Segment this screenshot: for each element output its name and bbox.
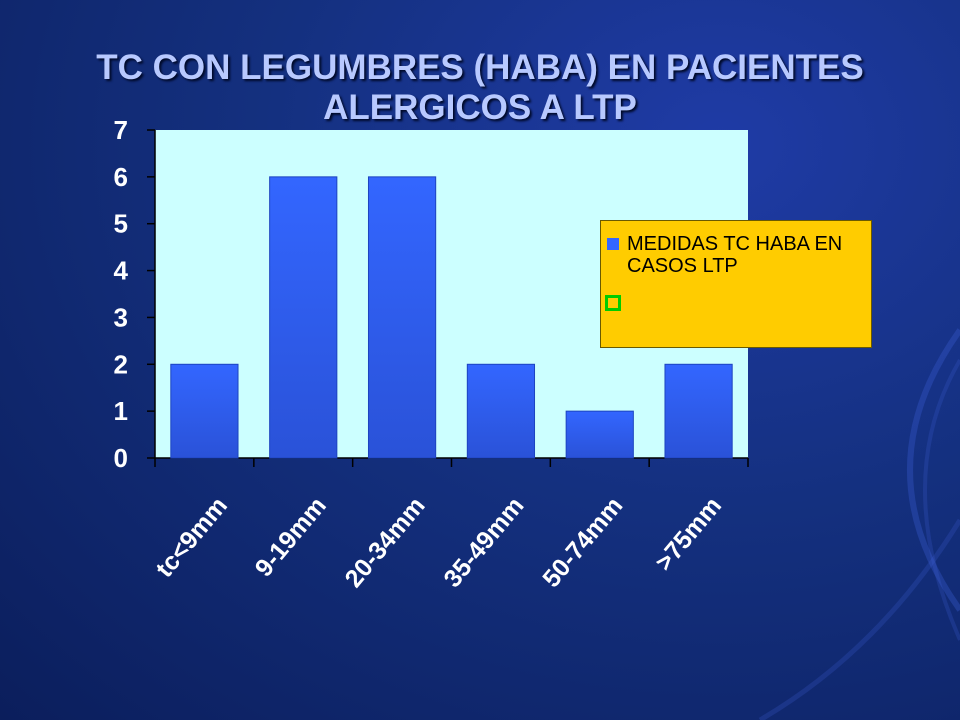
x-tick-label: tc<9mm [150, 492, 233, 583]
legend-item-1: MEDIDAS TC HABA EN CASOS LTP [607, 233, 867, 277]
bar-2034mm [367, 176, 437, 459]
legend-item-2 [605, 293, 869, 311]
y-tick-label: 7 [114, 115, 128, 145]
x-tick-label: >75mm [650, 492, 727, 577]
bar-tc9mm [170, 363, 239, 459]
bar-75mm [664, 363, 733, 459]
bar-919mm [269, 176, 338, 459]
y-tick-label: 6 [114, 162, 128, 192]
x-tick-label: 20-34mm [340, 492, 431, 593]
x-tick-label: 50-74mm [537, 492, 628, 593]
title-line-2: ALERGICOS A LTP [323, 88, 637, 127]
legend-swatch-2 [605, 295, 621, 311]
bar-5074mm [565, 410, 634, 459]
legend-swatch-1 [607, 238, 619, 250]
y-tick-label: 1 [114, 396, 128, 426]
y-tick-label: 4 [114, 256, 129, 286]
y-tick-label: 0 [114, 443, 128, 473]
y-tick-label: 2 [114, 349, 128, 379]
y-tick-label: 5 [114, 209, 128, 239]
y-tick-label: 3 [114, 302, 128, 332]
x-tick-label: 9-19mm [250, 492, 332, 582]
legend-label-1: MEDIDAS TC HABA EN CASOS LTP [627, 233, 843, 277]
bar-3549mm [466, 363, 536, 459]
chart-legend: MEDIDAS TC HABA EN CASOS LTP [600, 220, 872, 348]
slide-title: TC CON LEGUMBRES (HABA) EN PACIENTES ALE… [40, 48, 920, 128]
x-tick-label: 35-49mm [438, 492, 529, 593]
title-line-1: TC CON LEGUMBRES (HABA) EN PACIENTES [96, 48, 864, 87]
